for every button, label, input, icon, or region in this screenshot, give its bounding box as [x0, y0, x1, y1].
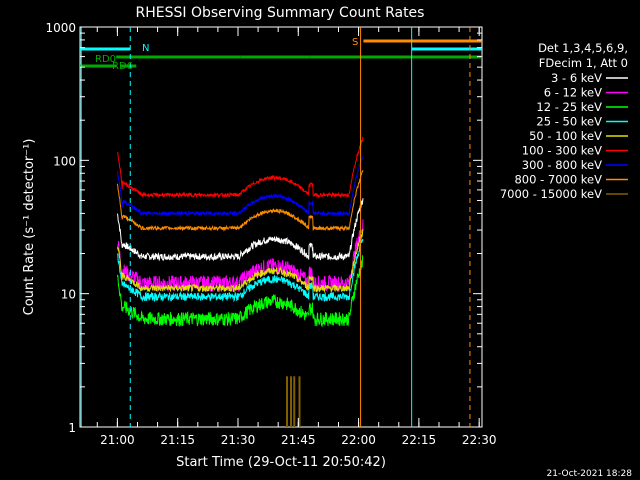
- y-axis-label: Count Rate (s⁻¹ detector⁻¹): [22, 139, 37, 316]
- legend-entry-label: 12 - 25 keV: [536, 100, 602, 114]
- x-axis: 21:00 21:15 21:30 21:45 22:00 22:15 22:30: [96, 27, 497, 447]
- timestamp: 21-Oct-2021 18:28: [547, 469, 633, 479]
- y-tick-label: 100: [53, 154, 76, 168]
- series-layer: [116, 136, 364, 328]
- legend-entry-label: 6 - 12 keV: [544, 86, 602, 100]
- chart-title: RHESSI Observing Summary Count Rates: [136, 5, 425, 21]
- y-axis: 1 10 100 1000: [45, 21, 482, 435]
- legend-header-line-1: Det 1,3,4,5,6,9,: [538, 41, 628, 55]
- y-tick-label: 1000: [45, 21, 76, 35]
- x-tick-label: 22:30: [462, 433, 497, 447]
- legend-entry-label: 100 - 300 keV: [522, 144, 602, 158]
- series-line: [116, 156, 364, 217]
- x-tick-label: 22:00: [341, 433, 376, 447]
- series-line: [116, 238, 364, 303]
- plot-frame: [79, 26, 483, 428]
- x-tick-label: 21:00: [100, 433, 135, 447]
- series-line: [116, 170, 364, 232]
- series-line: [116, 198, 364, 262]
- x-tick-label: 21:30: [221, 433, 256, 447]
- x-tick-label: 21:15: [160, 433, 195, 447]
- flag-label: RD0: [95, 54, 116, 65]
- y-tick-label: 1: [68, 421, 76, 435]
- series-line: [116, 254, 364, 328]
- flag-label: S: [352, 37, 358, 48]
- y-tick-label: 10: [61, 288, 76, 302]
- series-line: [117, 136, 364, 199]
- flag-label: N: [142, 43, 149, 54]
- series-line: [116, 219, 364, 293]
- legend-entry-label: 800 - 7000 keV: [514, 173, 602, 187]
- x-axis-label: Start Time (29-Oct-11 20:50:42): [176, 455, 386, 470]
- series-line: [116, 228, 364, 294]
- legend-entry-label: 300 - 800 keV: [522, 158, 602, 172]
- legend: Det 1,3,4,5,6,9, FDecim 1, Att 0 3 - 6 k…: [500, 41, 628, 201]
- legend-entry-label: 3 - 6 keV: [551, 71, 602, 85]
- legend-entry-label: 7000 - 15000 keV: [500, 187, 602, 201]
- legend-entry-label: 25 - 50 keV: [536, 115, 602, 129]
- legend-header-line-2: FDecim 1, Att 0: [539, 56, 628, 70]
- x-tick-label: 22:15: [402, 433, 437, 447]
- marker-layer: [80, 27, 471, 427]
- x-tick-label: 21:45: [281, 433, 316, 447]
- flag-label: RD6: [112, 61, 133, 72]
- legend-entry-label: 50 - 100 keV: [529, 129, 602, 143]
